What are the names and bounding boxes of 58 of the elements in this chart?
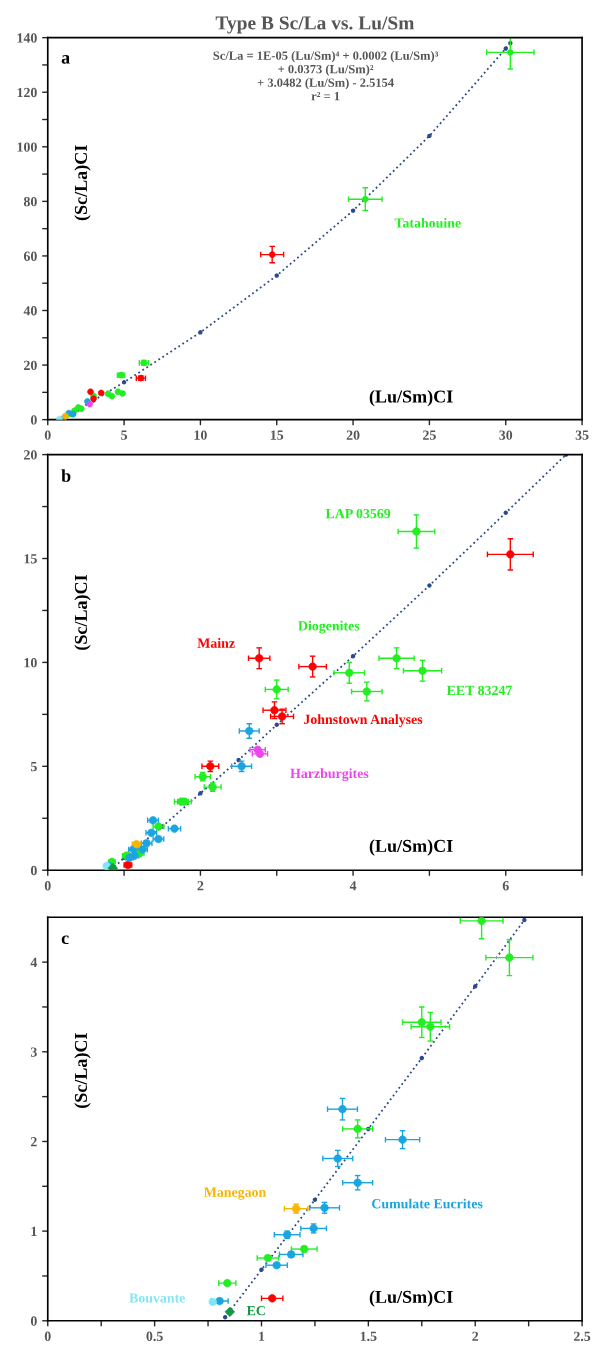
- annotation: Cumulate Eucrites: [372, 1198, 483, 1209]
- x-tick-label: 1.5: [360, 1331, 377, 1342]
- x-tick-label: 0: [44, 430, 51, 440]
- x-tick-label: 1: [259, 1331, 265, 1341]
- annotation: Bouvante: [129, 1293, 186, 1303]
- x-tick-label: 10: [194, 430, 207, 440]
- annotation: Tatahouine: [394, 217, 461, 228]
- y-tick-label: 80: [23, 196, 37, 207]
- annotation: b: [61, 469, 71, 482]
- y-tick-label: 140: [17, 33, 37, 43]
- y-axis-title: (Sc/La)CI: [74, 575, 91, 650]
- x-tick-label: 0: [44, 1331, 51, 1341]
- annotation: Sc/La = 1E-05 (Lu/Sm)⁴ + 0.0002 (Lu/Sm)³ + 0.0373 (Lu/Sm)² + 3.0482 (Lu/Sm) - 2.5154 r² = 1: [213, 51, 439, 101]
- x-tick-label: 4: [349, 881, 357, 891]
- annotation: Diogenites: [298, 620, 360, 634]
- annotation: c: [61, 935, 69, 945]
- y-tick-label: 3: [30, 1047, 37, 1057]
- x-axis-title: (Lu/Sm)CI: [369, 839, 453, 856]
- x-axis-title: (Lu/Sm)CI: [369, 389, 453, 407]
- x-tick-label: 20: [346, 430, 360, 440]
- y-tick-label: 4: [30, 957, 38, 967]
- annotation: a: [61, 55, 70, 64]
- x-axis-title: (Lu/Sm)CI: [369, 1290, 453, 1307]
- y-tick-label: 1: [31, 1226, 37, 1236]
- y-tick-label: 0: [30, 415, 37, 425]
- y-tick-label: 20: [24, 360, 37, 371]
- y-tick-label: 15: [24, 554, 37, 564]
- y-tick-label: 60: [23, 251, 37, 261]
- annotation: EC: [246, 1305, 265, 1316]
- x-tick-label: 0: [44, 881, 51, 891]
- annotation: Johnstown Analyses: [304, 714, 423, 727]
- y-axis-title: (Sc/La)CI: [74, 1033, 91, 1108]
- y-tick-label: 0: [30, 865, 37, 876]
- x-tick-label: 25: [423, 430, 436, 440]
- y-tick-label: 5: [30, 762, 37, 772]
- x-tick-label: 0.5: [146, 1331, 163, 1342]
- y-tick-label: 20: [24, 450, 37, 460]
- x-tick-label: 2.5: [573, 1331, 591, 1342]
- annotation: Harzburgites: [290, 768, 369, 782]
- x-tick-label: 6: [502, 881, 509, 891]
- x-tick-label: 35: [575, 430, 589, 440]
- y-tick-label: 120: [17, 87, 37, 98]
- x-tick-label: 30: [499, 430, 513, 440]
- x-tick-label: 15: [270, 430, 284, 440]
- y-tick-label: 40: [23, 306, 37, 316]
- x-tick-label: 2: [197, 881, 204, 891]
- annotation: LAP 03569: [325, 508, 391, 519]
- chart-title: Type B Sc/La vs. Lu/Sm: [215, 16, 415, 34]
- annotation: Manegaon: [203, 1187, 267, 1200]
- y-tick-label: 10: [24, 658, 37, 668]
- annotation: Mainz: [197, 638, 235, 648]
- annotation: EET 83247: [446, 685, 513, 696]
- x-tick-label: 5: [121, 430, 128, 440]
- x-tick-label: 2: [472, 1331, 479, 1341]
- y-tick-label: 2: [30, 1137, 37, 1147]
- y-tick-label: 0: [30, 1316, 37, 1326]
- y-tick-label: 100: [17, 142, 37, 152]
- y-axis-title: (Sc/La)CI: [74, 145, 91, 221]
